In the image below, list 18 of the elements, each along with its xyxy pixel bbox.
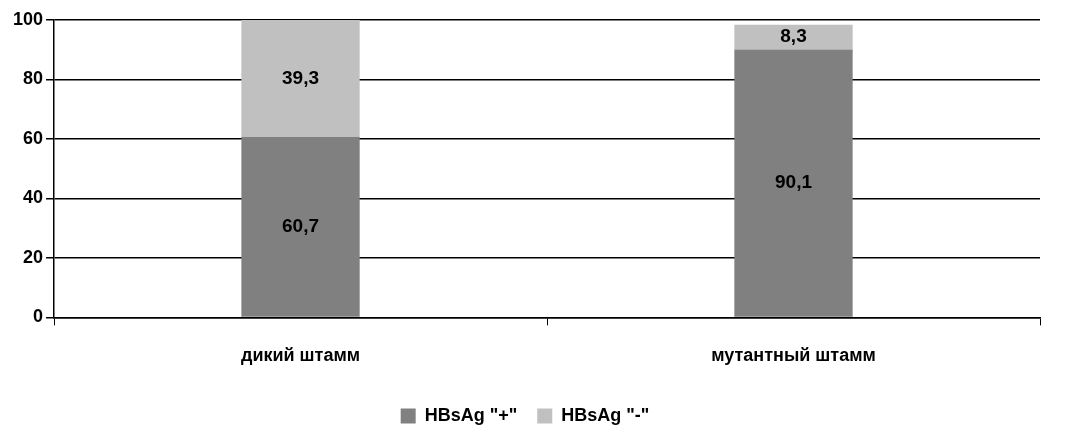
y-tick-label: 0 <box>33 306 44 327</box>
legend-label: HBsAg "-" <box>561 404 650 425</box>
y-tick-label: 40 <box>23 187 44 208</box>
y-tick-label: 60 <box>23 127 44 148</box>
bar <box>241 20 360 137</box>
bar <box>734 49 853 317</box>
x-tick-label: мутантный штамм <box>711 345 876 366</box>
data-label: 60,7 <box>282 215 320 236</box>
y-tick-label: 100 <box>12 8 44 29</box>
data-label: 8,3 <box>780 25 807 47</box>
data-label: 90,1 <box>775 171 813 193</box>
data-label: 39,3 <box>282 66 320 88</box>
legend-label: HBsAg "+" <box>424 404 518 425</box>
y-tick-label: 20 <box>23 246 44 267</box>
x-tick-label: дикий штамм <box>240 345 361 366</box>
bar <box>734 24 853 50</box>
bar <box>241 136 360 317</box>
y-tick-label: 80 <box>23 68 44 89</box>
